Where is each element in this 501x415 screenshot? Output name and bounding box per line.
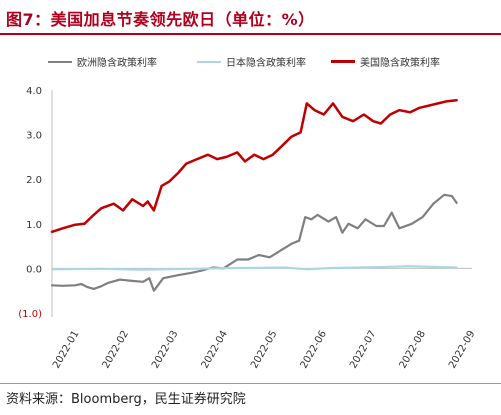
chart-legend: 欧洲隐含政策利率 日本隐含政策利率 美国隐含政策利率 <box>0 54 501 70</box>
series-line-jp <box>50 265 458 271</box>
y-tick-label: 1.0 <box>26 220 42 231</box>
x-tick-label: 2022-05 <box>249 329 279 371</box>
line-chart: 4.0 3.0 2.0 1.0 0.0 (1.0) 2022-01 2022-02 2022-0… <box>18 86 477 371</box>
chart-title: 图7：美国加息节奏领先欧日（单位：%） <box>6 10 315 29</box>
x-tick-label: 2022-06 <box>299 329 329 371</box>
legend-label-jp: 日本隐含政策利率 <box>226 58 306 69</box>
y-tick-label: 2.0 <box>26 175 42 186</box>
legend-swatch-us <box>331 60 355 63</box>
legend-swatch-jp <box>197 60 221 63</box>
x-tick-label: 2022-09 <box>447 329 477 371</box>
legend-swatch-eu <box>48 60 72 63</box>
y-tick-label: 0.0 <box>26 264 42 275</box>
source-note: 资料来源：Bloomberg，民生证券研究院 <box>6 392 246 407</box>
x-tick-label: 2022-02 <box>101 329 131 371</box>
series-line-eu <box>50 193 458 292</box>
legend-item-us: 美国隐含政策利率 <box>331 54 440 69</box>
x-tick-label: 2022-08 <box>398 329 428 371</box>
legend-label-eu: 欧洲隐含政策利率 <box>77 58 157 69</box>
title-divider <box>0 33 501 35</box>
x-tick-label: 2022-07 <box>348 329 378 371</box>
x-tick-label: 2022-04 <box>200 329 230 371</box>
legend-item-eu: 欧洲隐含政策利率 <box>48 54 157 69</box>
y-tick-label: 4.0 <box>26 86 42 97</box>
series-line-us <box>50 99 458 234</box>
legend-label-us: 美国隐含政策利率 <box>360 58 440 69</box>
x-tick-label: 2022-01 <box>51 329 81 371</box>
x-tick-label: 2022-03 <box>150 329 180 371</box>
y-tick-label: 3.0 <box>26 131 42 142</box>
y-tick-label: (1.0) <box>18 309 42 320</box>
source-divider <box>0 383 501 384</box>
legend-item-jp: 日本隐含政策利率 <box>197 54 306 69</box>
